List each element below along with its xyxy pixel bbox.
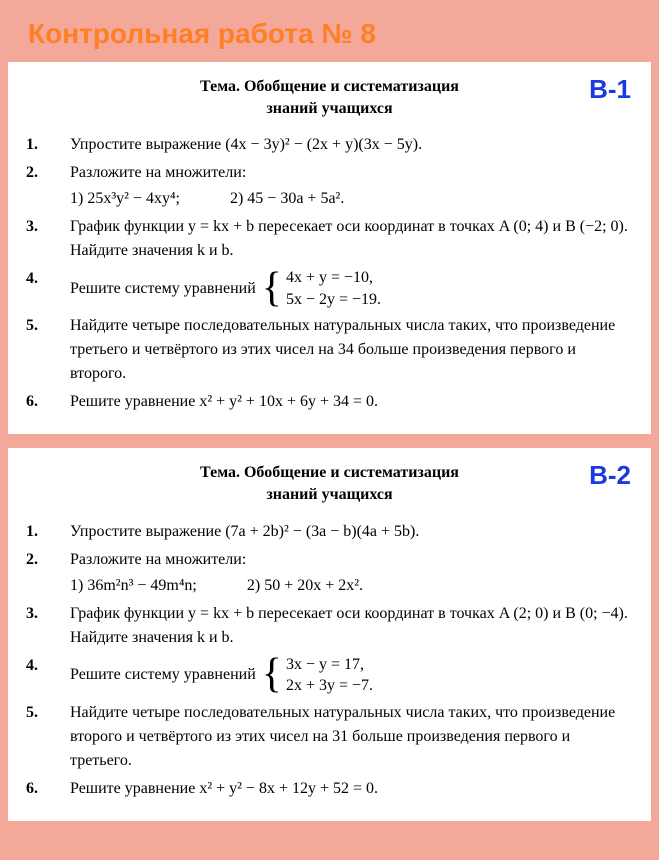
variant-card: В-1 Тема. Обобщение и систематизация зна… <box>8 62 651 434</box>
equation: 3x − y = 17, <box>286 654 373 676</box>
task-text: График функции y = kx + b пересекает оси… <box>56 215 633 263</box>
equation: 5x − 2y = −19. <box>286 289 381 311</box>
task-number: 6. <box>26 390 56 414</box>
task-subparts: 1) 36m²n³ − 49m⁴n; 2) 50 + 20x + 2x². <box>70 574 633 598</box>
task-item: 1. Упростите выражение (7a + 2b)² − (3a … <box>26 520 633 544</box>
task-text: График функции y = kx + b пересекает оси… <box>56 602 633 650</box>
task-item: 2. Разложите на множители: 1) 36m²n³ − 4… <box>26 548 633 598</box>
task-intro: Разложите на множители: <box>70 551 246 568</box>
task-text: Упростите выражение (4x − 3y)² − (2x + y… <box>56 133 633 157</box>
subpart: 2) 50 + 20x + 2x². <box>247 574 363 598</box>
equation: 2x + 3y = −7. <box>286 675 373 697</box>
topic-line: Тема. Обобщение и систематизация <box>200 78 459 95</box>
task-item: 1. Упростите выражение (4x − 3y)² − (2x … <box>26 133 633 157</box>
task-item: 5. Найдите четыре последовательных натур… <box>26 701 633 773</box>
variant-label: В-1 <box>589 74 631 105</box>
task-item: 6. Решите уравнение x² + y² − 8x + 12y +… <box>26 777 633 801</box>
task-text: Найдите четыре последовательных натураль… <box>56 701 633 773</box>
task-text: Найдите четыре последовательных натураль… <box>56 314 633 386</box>
task-item: 3. График функции y = kx + b пересекает … <box>26 215 633 263</box>
task-intro: Разложите на множители: <box>70 164 246 181</box>
page-title: Контрольная работа № 8 <box>8 10 651 62</box>
variant-label: В-2 <box>589 460 631 491</box>
task-lead: Решите систему уравнений <box>70 277 256 301</box>
system-brace: { 3x − y = 17, 2x + 3y = −7. <box>262 654 373 697</box>
task-text: Решите уравнение x² + y² + 10x + 6y + 34… <box>56 390 633 414</box>
task-number: 3. <box>26 215 56 263</box>
task-number: 1. <box>26 520 56 544</box>
topic-heading: Тема. Обобщение и систематизация знаний … <box>26 76 633 119</box>
variant-card: В-2 Тема. Обобщение и систематизация зна… <box>8 448 651 820</box>
task-item: 4. Решите систему уравнений { 3x − y = 1… <box>26 654 633 697</box>
system-equations: 3x − y = 17, 2x + 3y = −7. <box>282 654 373 697</box>
task-lead: Решите систему уравнений <box>70 663 256 687</box>
task-text: Разложите на множители: 1) 25x³y² − 4xy⁴… <box>56 161 633 211</box>
task-item: 2. Разложите на множители: 1) 25x³y² − 4… <box>26 161 633 211</box>
task-number: 2. <box>26 548 56 598</box>
task-number: 6. <box>26 777 56 801</box>
task-number: 5. <box>26 314 56 386</box>
task-item: 5. Найдите четыре последовательных натур… <box>26 314 633 386</box>
task-list: 1. Упростите выражение (4x − 3y)² − (2x … <box>26 133 633 414</box>
brace-icon: { <box>262 656 282 694</box>
task-text: Упростите выражение (7a + 2b)² − (3a − b… <box>56 520 633 544</box>
task-number: 3. <box>26 602 56 650</box>
subpart: 1) 25x³y² − 4xy⁴; <box>70 187 180 211</box>
task-subparts: 1) 25x³y² − 4xy⁴; 2) 45 − 30a + 5a². <box>70 187 633 211</box>
task-number: 4. <box>26 267 56 310</box>
task-item: 4. Решите систему уравнений { 4x + y = −… <box>26 267 633 310</box>
task-list: 1. Упростите выражение (7a + 2b)² − (3a … <box>26 520 633 801</box>
task-text: Решите уравнение x² + y² − 8x + 12y + 52… <box>56 777 633 801</box>
task-text: Решите систему уравнений { 3x − y = 17, … <box>56 654 633 697</box>
task-text: Разложите на множители: 1) 36m²n³ − 49m⁴… <box>56 548 633 598</box>
task-number: 4. <box>26 654 56 697</box>
task-number: 5. <box>26 701 56 773</box>
subpart: 1) 36m²n³ − 49m⁴n; <box>70 574 197 598</box>
brace-icon: { <box>262 270 282 308</box>
task-number: 1. <box>26 133 56 157</box>
task-text: Решите систему уравнений { 4x + y = −10,… <box>56 267 633 310</box>
system-equations: 4x + y = −10, 5x − 2y = −19. <box>282 267 381 310</box>
task-item: 3. График функции y = kx + b пересекает … <box>26 602 633 650</box>
topic-line: знаний учащихся <box>266 100 392 117</box>
topic-line: Тема. Обобщение и систематизация <box>200 464 459 481</box>
task-number: 2. <box>26 161 56 211</box>
task-item: 6. Решите уравнение x² + y² + 10x + 6y +… <box>26 390 633 414</box>
subpart: 2) 45 − 30a + 5a². <box>230 187 344 211</box>
topic-line: знаний учащихся <box>266 486 392 503</box>
equation: 4x + y = −10, <box>286 267 381 289</box>
topic-heading: Тема. Обобщение и систематизация знаний … <box>26 462 633 505</box>
system-brace: { 4x + y = −10, 5x − 2y = −19. <box>262 267 381 310</box>
